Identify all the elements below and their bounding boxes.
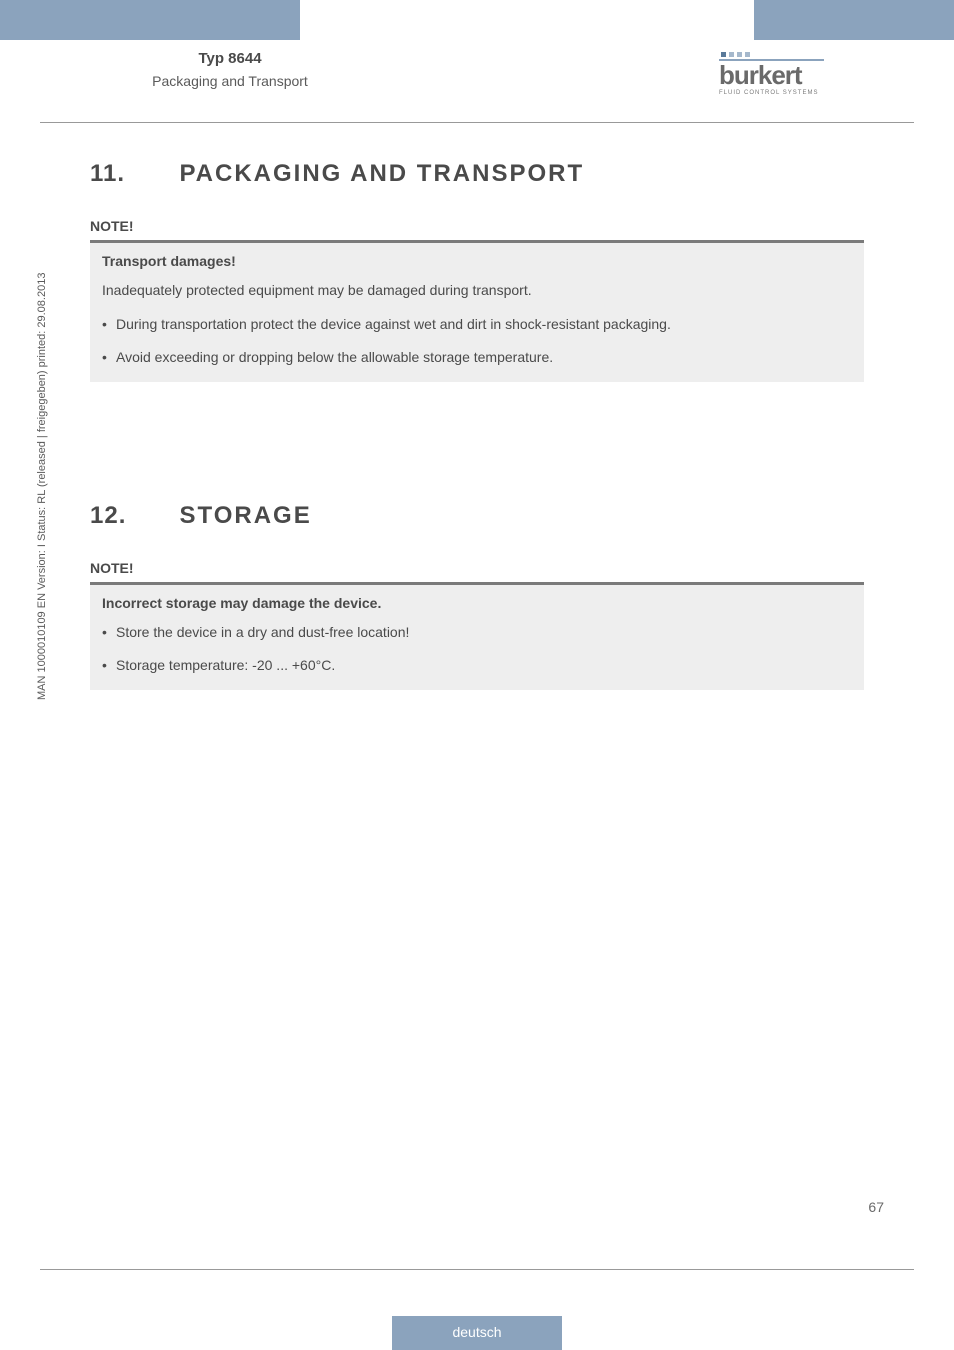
note-heading-2: Incorrect storage may damage the device. xyxy=(102,595,852,611)
logo-text: burkert xyxy=(719,62,824,88)
logo-dots xyxy=(721,52,824,57)
note-label-2: NOTE! xyxy=(90,560,864,576)
note-label-1: NOTE! xyxy=(90,218,864,234)
note-box-2: Incorrect storage may damage the device.… xyxy=(90,582,864,690)
note-box-1: Transport damages! Inadequately protecte… xyxy=(90,240,864,382)
section-12: 12. STORAGE NOTE! Incorrect storage may … xyxy=(90,502,864,690)
side-metadata-text: MAN 1000010109 EN Version: I Status: RL … xyxy=(36,273,48,700)
top-bar-left xyxy=(0,0,300,40)
logo-dot xyxy=(737,52,742,57)
section-11-number: 11. xyxy=(90,160,175,188)
header-left: Typ 8644 Packaging and Transport xyxy=(90,50,370,89)
logo-subtext: FLUID CONTROL SYSTEMS xyxy=(719,90,824,96)
page-number: 67 xyxy=(868,1199,884,1215)
note-bullet: Storage temperature: -20 ... +60°C. xyxy=(102,656,852,676)
footer-divider xyxy=(40,1269,914,1270)
note-text-1: Inadequately protected equipment may be … xyxy=(102,281,852,301)
note-heading-1: Transport damages! xyxy=(102,253,852,269)
language-tab: deutsch xyxy=(392,1316,562,1350)
note-bullet: Store the device in a dry and dust-free … xyxy=(102,623,852,643)
top-bar xyxy=(0,0,954,40)
logo-dot xyxy=(745,52,750,57)
section-12-number: 12. xyxy=(90,502,175,530)
header-subtitle: Packaging and Transport xyxy=(90,73,370,89)
logo-dot xyxy=(729,52,734,57)
note-bullet: Avoid exceeding or dropping below the al… xyxy=(102,348,852,368)
section-11-heading: 11. PACKAGING AND TRANSPORT xyxy=(90,160,864,188)
main-content: 11. PACKAGING AND TRANSPORT NOTE! Transp… xyxy=(90,160,864,690)
section-12-heading: 12. STORAGE xyxy=(90,502,864,530)
top-bar-right xyxy=(754,0,954,40)
header-divider xyxy=(40,122,914,123)
burkert-logo: burkert FLUID CONTROL SYSTEMS xyxy=(719,52,824,96)
note-bullet: During transportation protect the device… xyxy=(102,315,852,335)
section-12-title: STORAGE xyxy=(179,502,311,530)
header-title: Typ 8644 xyxy=(90,50,370,67)
logo-dot xyxy=(721,52,726,57)
section-11-title: PACKAGING AND TRANSPORT xyxy=(179,160,584,188)
